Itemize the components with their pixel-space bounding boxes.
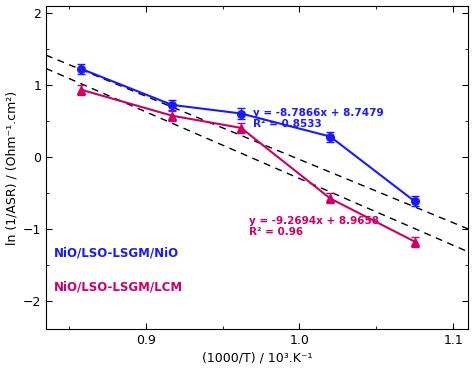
Text: y = -8.7866x + 8.7479
R² = 0.8533: y = -8.7866x + 8.7479 R² = 0.8533 xyxy=(254,108,384,130)
X-axis label: (1000/T) / 10³.K⁻¹: (1000/T) / 10³.K⁻¹ xyxy=(202,352,312,364)
Text: y = -9.2694x + 8.9658
R² = 0.96: y = -9.2694x + 8.9658 R² = 0.96 xyxy=(249,216,379,237)
Y-axis label: ln (1/ASR) / (Ohm⁻¹.cm²): ln (1/ASR) / (Ohm⁻¹.cm²) xyxy=(6,90,18,245)
Text: NiO/LSO-LSGM/NiO: NiO/LSO-LSGM/NiO xyxy=(54,247,179,260)
Text: NiO/LSO-LSGM/LCM: NiO/LSO-LSGM/LCM xyxy=(54,280,183,293)
